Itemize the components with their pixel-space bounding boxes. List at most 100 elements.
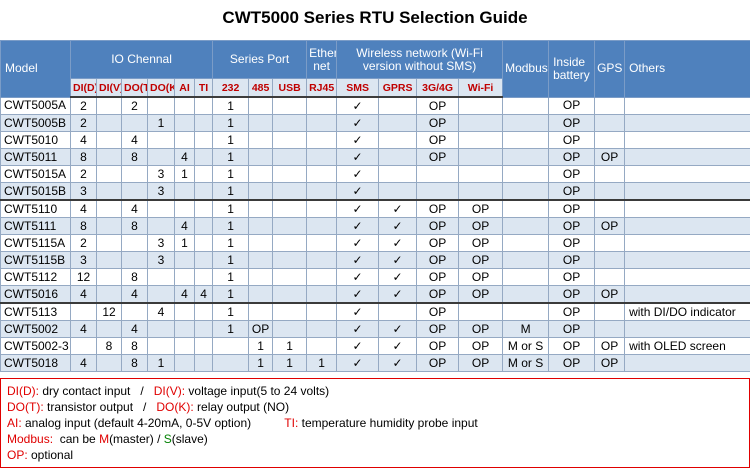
cell-do-k — [147, 131, 175, 149]
cell-3g-4g: OP — [416, 302, 460, 321]
cell-battery: OP — [548, 96, 596, 115]
legend-segment: M — [99, 432, 110, 446]
cell-usb — [272, 199, 308, 218]
legend-line: OP: optional — [7, 447, 743, 463]
header-gps: GPS — [594, 40, 626, 98]
model-cell: CWT5011 — [0, 148, 71, 166]
cell-di-d: 2 — [70, 165, 97, 183]
cell-wi-fi — [458, 182, 504, 201]
cell-ai — [174, 302, 195, 321]
cell-rj45 — [306, 302, 338, 321]
cell-modbus — [502, 96, 550, 115]
subheader-wi-fi: Wi-Fi — [458, 78, 504, 98]
cell-do-t — [121, 251, 148, 269]
cell-232 — [212, 354, 250, 372]
cell-232: 1 — [212, 114, 250, 132]
cell-do-k — [147, 217, 175, 235]
cell-485 — [248, 302, 274, 321]
header-wireless-network-wi-fi-version-without-sms: Wireless network (Wi-Fi version without … — [336, 40, 504, 79]
cell-ti — [193, 302, 214, 321]
cell-rj45 — [306, 337, 338, 355]
cell-232: 1 — [212, 251, 250, 269]
cell-battery: OP — [548, 131, 596, 149]
cell-modbus — [502, 268, 550, 286]
subheader-3g-4g: 3G/4G — [416, 78, 460, 98]
cell-232: 1 — [212, 165, 250, 183]
cell-di-v — [96, 354, 122, 372]
cell-do-k — [147, 337, 175, 355]
cell-sms: ✓ — [336, 114, 380, 132]
cell-gprs: ✓ — [378, 337, 418, 355]
cell-485 — [248, 285, 274, 304]
cell-232: 1 — [212, 182, 250, 201]
cell-do-k: 3 — [147, 165, 175, 183]
subheader-do-k: DO(K) — [147, 78, 175, 98]
cell-sms: ✓ — [336, 302, 380, 321]
cell-gprs — [378, 182, 418, 201]
cell-485 — [248, 217, 274, 235]
legend-segment: optional — [27, 448, 74, 462]
cell-3g-4g — [416, 182, 460, 201]
cell-gprs: ✓ — [378, 320, 418, 338]
cell-gprs: ✓ — [378, 354, 418, 372]
cell-gps — [594, 199, 626, 218]
cell-3g-4g: OP — [416, 217, 460, 235]
cell-do-k: 3 — [147, 251, 175, 269]
cell-do-t: 8 — [121, 354, 148, 372]
legend-segment: (slave) — [171, 432, 208, 446]
cell-ai: 4 — [174, 285, 195, 304]
legend-segment: DO(T): — [7, 400, 44, 414]
cell-do-k — [147, 96, 175, 115]
cell-usb — [272, 302, 308, 321]
cell-gps: OP — [594, 354, 626, 372]
cell-di-v — [96, 182, 122, 201]
cell-others — [624, 131, 750, 149]
cell-usb — [272, 320, 308, 338]
cell-rj45 — [306, 217, 338, 235]
table-row: CWT5011 8 8 4 1 ✓ OP OP OP — [0, 148, 750, 166]
cell-wi-fi: OP — [458, 199, 504, 218]
model-cell: CWT5111 — [0, 217, 71, 235]
cell-modbus: M — [502, 320, 550, 338]
cell-232: 1 — [212, 148, 250, 166]
cell-wi-fi: OP — [458, 320, 504, 338]
cell-ti — [193, 114, 214, 132]
cell-gprs — [378, 148, 418, 166]
cell-do-k: 3 — [147, 182, 175, 201]
table-row: CWT5002-3 8 8 1 1 ✓ ✓ OP OP M or S OP OP with OLED s… — [0, 337, 750, 355]
cell-wi-fi — [458, 148, 504, 166]
header-modbus: Modbus — [502, 40, 550, 98]
cell-gprs — [378, 131, 418, 149]
cell-gprs: ✓ — [378, 251, 418, 269]
cell-ti — [193, 320, 214, 338]
cell-rj45: 1 — [306, 354, 338, 372]
cell-gprs — [378, 165, 418, 183]
cell-do-k: 1 — [147, 354, 175, 372]
cell-do-k: 3 — [147, 234, 175, 252]
page-title: CWT5000 Series RTU Selection Guide — [222, 8, 528, 27]
cell-3g-4g: OP — [416, 114, 460, 132]
cell-ti — [193, 148, 214, 166]
cell-ti: 4 — [193, 285, 214, 304]
cell-232: 1 — [212, 96, 250, 115]
cell-modbus — [502, 131, 550, 149]
cell-battery: OP — [548, 320, 596, 338]
cell-gps — [594, 131, 626, 149]
cell-sms: ✓ — [336, 354, 380, 372]
cell-di-d — [70, 302, 97, 321]
cell-battery: OP — [548, 114, 596, 132]
cell-rj45 — [306, 234, 338, 252]
model-cell: CWT5112 — [0, 268, 71, 286]
cell-gprs: ✓ — [378, 268, 418, 286]
cell-gprs: ✓ — [378, 234, 418, 252]
cell-485 — [248, 96, 274, 115]
cell-battery: OP — [548, 268, 596, 286]
subheader-sms: SMS — [336, 78, 380, 98]
model-cell: CWT5005B — [0, 114, 71, 132]
cell-others — [624, 217, 750, 235]
cell-others: with DI/DO indicator — [624, 302, 750, 321]
legend-segment: Modbus: — [7, 432, 54, 446]
cell-di-v — [96, 217, 122, 235]
legend-line: Modbus: can be M(master) / S(slave) — [7, 431, 743, 447]
cell-usb — [272, 251, 308, 269]
